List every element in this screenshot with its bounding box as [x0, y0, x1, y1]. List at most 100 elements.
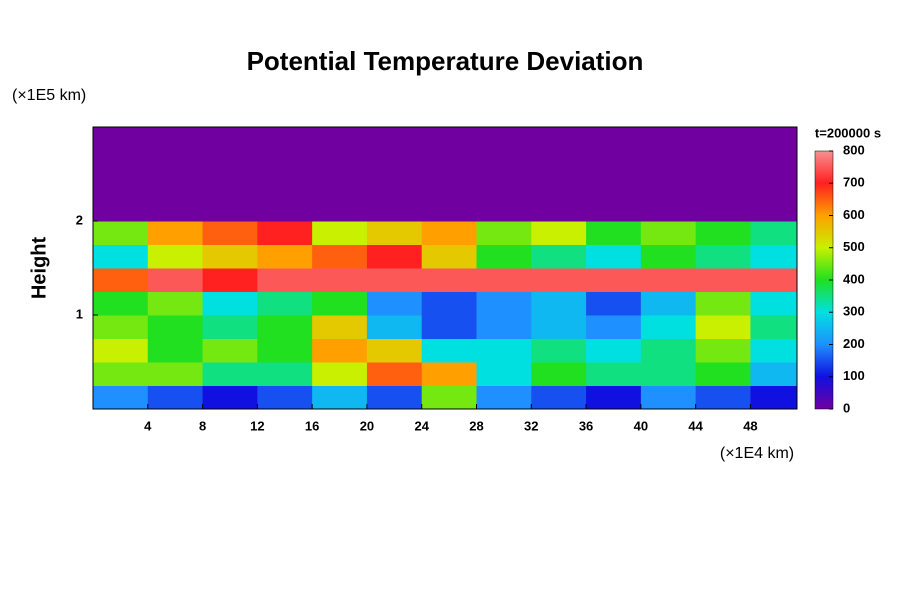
heatmap-cell — [640, 291, 697, 316]
heatmap-cell — [531, 362, 587, 386]
heatmap-cell — [476, 291, 532, 316]
heatmap-cell — [750, 291, 798, 316]
heatmap-cell — [695, 268, 751, 292]
heatmap-cell — [476, 338, 532, 363]
heatmap-cell — [750, 385, 798, 410]
heatmap-cell — [421, 291, 478, 316]
heatmap-cell — [586, 244, 642, 269]
y-tick-label: 2 — [76, 212, 83, 227]
heatmap-cell — [640, 174, 697, 198]
x-tick-label: 12 — [250, 418, 264, 433]
heatmap-cell — [421, 127, 478, 151]
heatmap-cell — [421, 197, 478, 222]
x-tick-label: 4 — [144, 418, 152, 433]
plot-frame — [92, 126, 798, 410]
heatmap-cell — [586, 362, 642, 386]
heatmap-cell — [421, 150, 478, 175]
chart-title: Potential Temperature Deviation — [247, 46, 644, 76]
heatmap-cell — [531, 127, 587, 151]
heatmap-cell — [640, 268, 697, 292]
heatmap-cell — [202, 268, 258, 292]
heatmap-cell — [695, 127, 751, 151]
heatmap-cell — [586, 268, 642, 292]
heatmap-cell — [147, 244, 204, 269]
heatmap-cell — [147, 197, 204, 222]
heatmap-cell — [312, 362, 368, 386]
x-tick-label: 24 — [414, 418, 429, 433]
x-tick-label: 36 — [579, 418, 593, 433]
heatmap-cell — [586, 221, 642, 245]
heatmap-cell — [366, 127, 423, 151]
heatmap-cell — [531, 221, 587, 245]
heatmap-cell — [421, 174, 478, 198]
heatmap-cell — [366, 174, 423, 198]
heatmap-cell — [312, 127, 368, 151]
heatmap-cell — [476, 268, 532, 292]
heatmap-cell — [586, 338, 642, 363]
heatmap-cell — [147, 315, 204, 339]
y-axis-label: Height — [28, 237, 50, 300]
heatmap-cell — [586, 150, 642, 175]
heatmap-cell — [366, 150, 423, 175]
heatmap-cell — [202, 174, 258, 198]
heatmap-cell — [531, 338, 587, 363]
heatmap-cell — [476, 221, 532, 245]
heatmap-cell — [257, 338, 313, 363]
x-tick-label: 44 — [688, 418, 703, 433]
heatmap-cell — [531, 244, 587, 269]
heatmap-cell — [695, 362, 751, 386]
heatmap-cell — [312, 315, 368, 339]
heatmap-cell — [531, 315, 587, 339]
heatmap-cell — [695, 150, 751, 175]
heatmap-cell — [93, 244, 149, 269]
heatmap-cell — [531, 174, 587, 198]
heatmap-cell — [93, 385, 149, 410]
colorbar-tick-label: 300 — [843, 304, 865, 319]
heatmap-cell — [531, 291, 587, 316]
heatmap-cell — [93, 127, 149, 151]
heatmap-cell — [695, 174, 751, 198]
annotation: t=200000 s — [815, 125, 881, 140]
heatmap-cell — [695, 338, 751, 363]
heatmap-cell — [421, 338, 478, 363]
colorbar-tick-label: 500 — [843, 239, 865, 254]
y-unit: (×1E5 km) — [12, 87, 86, 104]
heatmap-cell — [202, 150, 258, 175]
heatmap-cell — [93, 268, 149, 292]
heatmap-cell — [750, 127, 798, 151]
colorbar-tick-label: 0 — [843, 400, 850, 415]
x-tick-label: 28 — [469, 418, 483, 433]
heatmap-cell — [312, 221, 368, 245]
heatmap-cell — [257, 268, 313, 292]
heatmap-cell — [640, 221, 697, 245]
heatmap-cell — [750, 174, 798, 198]
heatmap-cell — [93, 338, 149, 363]
heatmap-cell — [586, 197, 642, 222]
heatmap-cell — [476, 127, 532, 151]
heatmap-cell — [147, 338, 204, 363]
heatmap-cell — [147, 291, 204, 316]
heatmap-cell — [93, 174, 149, 198]
heatmap-cell — [640, 362, 697, 386]
heatmap-cell — [750, 221, 798, 245]
colorbar-tick-label: 400 — [843, 271, 865, 286]
heatmap-cell — [93, 362, 149, 386]
heatmap-cell — [366, 244, 423, 269]
heatmap — [93, 127, 798, 410]
heatmap-cell — [421, 315, 478, 339]
heatmap-cell — [93, 197, 149, 222]
heatmap-cell — [312, 385, 368, 410]
colorbar-tick-label: 600 — [843, 207, 865, 222]
heatmap-cell — [586, 315, 642, 339]
heatmap-cell — [421, 244, 478, 269]
x-tick-label: 32 — [524, 418, 538, 433]
heatmap-cell — [147, 221, 204, 245]
heatmap-cell — [695, 244, 751, 269]
heatmap-cell — [202, 315, 258, 339]
heatmap-cell — [93, 291, 149, 316]
heatmap-cell — [421, 221, 478, 245]
heatmap-cell — [476, 315, 532, 339]
x-tick-label: 40 — [634, 418, 648, 433]
heatmap-cell — [257, 291, 313, 316]
